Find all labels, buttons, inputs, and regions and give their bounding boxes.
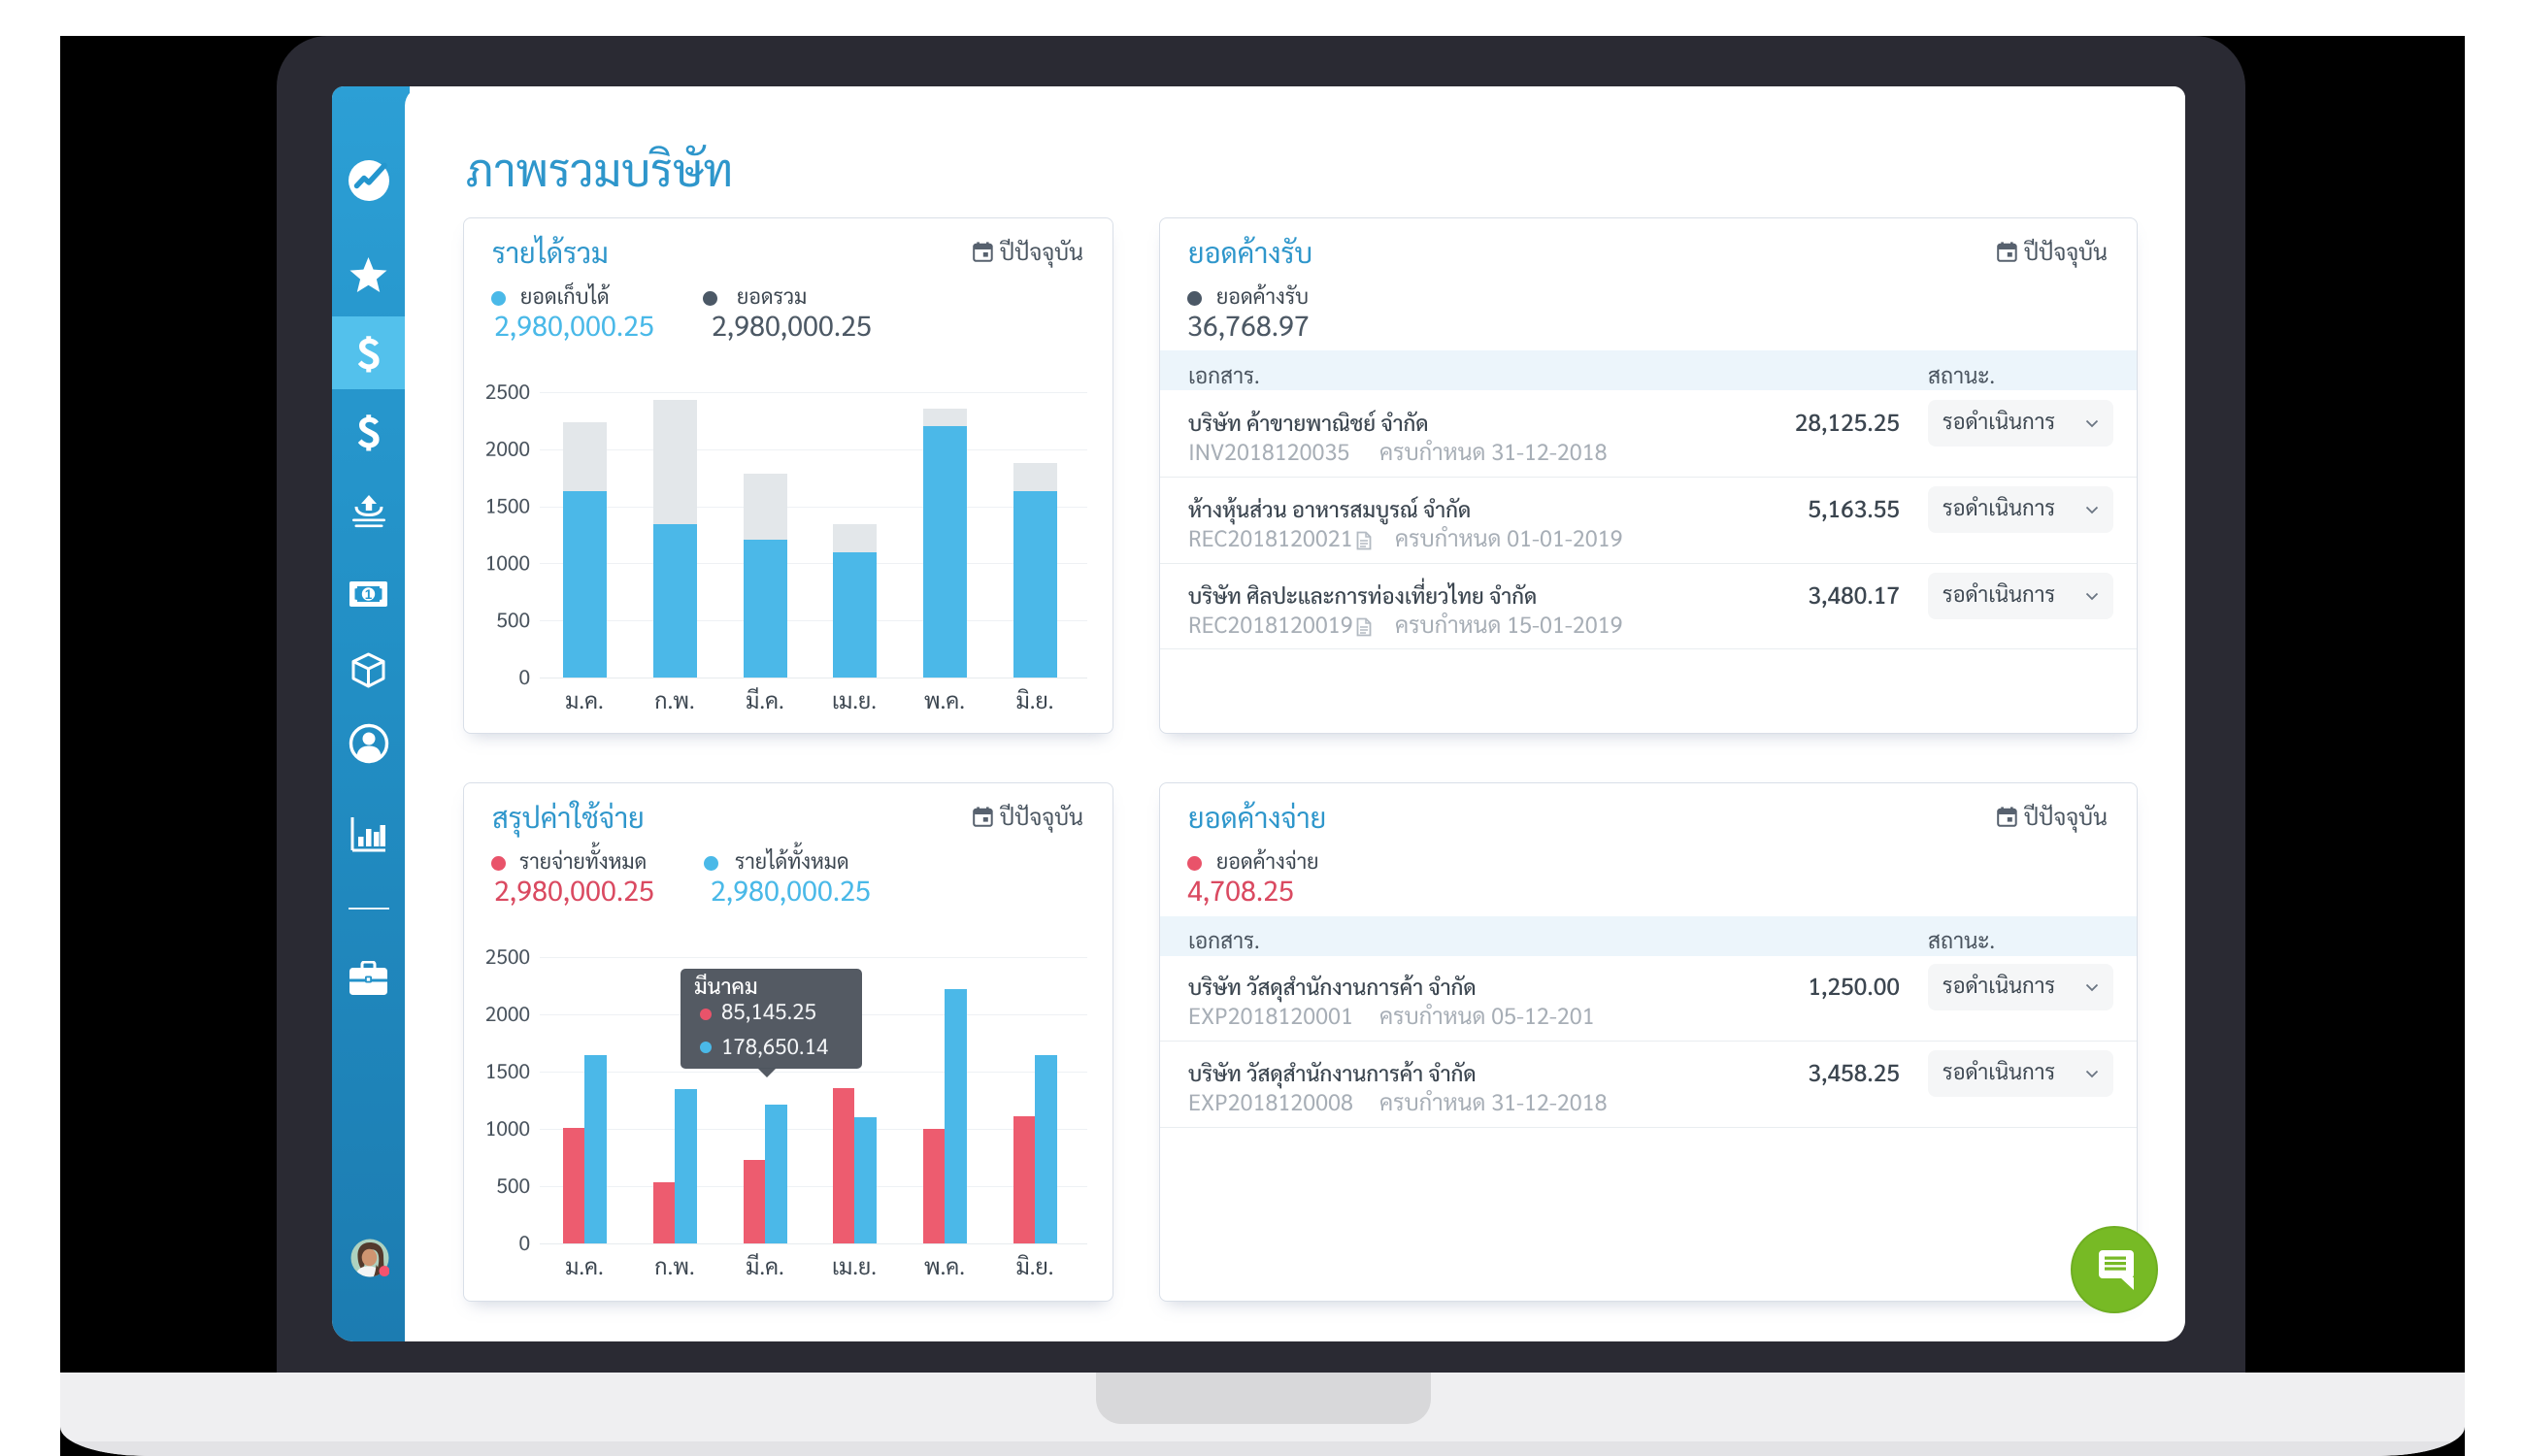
svg-text:1: 1	[365, 587, 373, 602]
